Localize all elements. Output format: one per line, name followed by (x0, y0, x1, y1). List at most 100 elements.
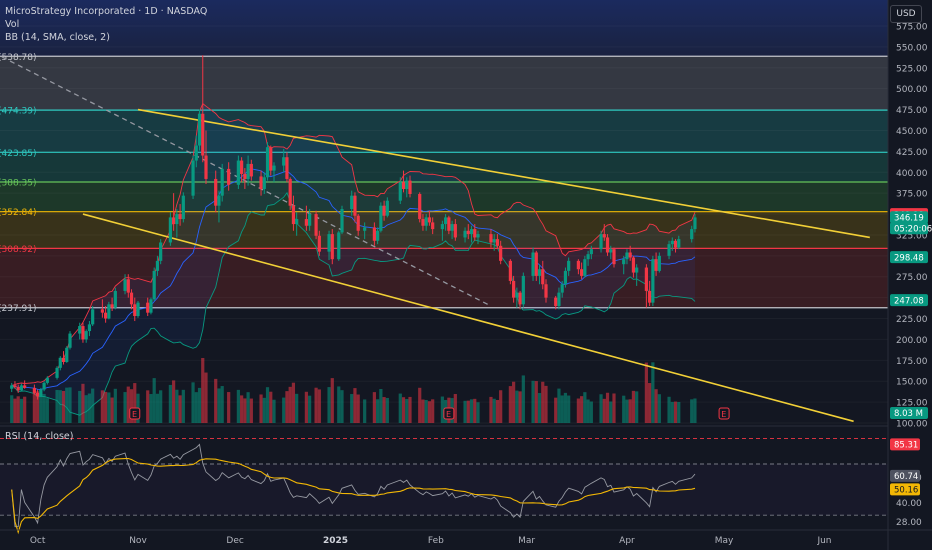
volume-bar (476, 402, 480, 423)
volume-bar (379, 389, 383, 423)
volume-bar (557, 388, 561, 423)
price-badge (890, 211, 928, 224)
candle-body (385, 200, 389, 216)
volume-bar (269, 391, 273, 423)
fib-level-label: (538.78) (0, 53, 37, 63)
candle-body (356, 215, 360, 231)
price-tick-label: 525.00 (896, 64, 928, 74)
candle-body (424, 217, 428, 226)
candlesticks (10, 55, 697, 400)
volume-bar (421, 399, 425, 423)
price-badge (890, 251, 928, 264)
fib-level-label: (423.85) (0, 149, 37, 159)
candle-body (181, 195, 185, 220)
volume-bar (531, 380, 535, 423)
volume-bar (201, 358, 205, 423)
fib-band (0, 182, 888, 212)
volume-bar (107, 392, 111, 423)
rsi-legend[interactable]: RSI (14, close) (5, 431, 74, 442)
axis-background (888, 0, 932, 550)
volume-bar (45, 398, 49, 423)
price-tick-label: 175.00 (896, 357, 928, 367)
volume-bar (243, 398, 247, 423)
candle-body (81, 326, 85, 340)
volume-bar (13, 398, 17, 423)
fib-level-label: (308.92) (0, 245, 37, 255)
candle-body (68, 333, 72, 348)
volume-bar (515, 390, 519, 423)
volume-bar (32, 392, 36, 423)
volume-bar (405, 399, 409, 423)
candle-body (350, 195, 354, 210)
volume-bar (220, 386, 224, 423)
time-tick-label: 2025 (323, 536, 348, 546)
price-tick-label: 550.00 (896, 43, 928, 53)
volume-bar (563, 392, 568, 423)
volume-bar (126, 386, 130, 423)
candle-body (631, 257, 636, 273)
volume-bar (285, 391, 289, 423)
price-tick-label: 575.00 (896, 23, 928, 33)
volume-legend[interactable]: Vol (5, 19, 20, 30)
currency-selector-button[interactable]: USD (890, 5, 922, 23)
candle-body (84, 331, 88, 340)
volume-bar (308, 395, 312, 423)
volume-bar (178, 395, 182, 423)
candle-body (376, 230, 380, 241)
volume-bar (622, 395, 626, 423)
volume-bar (382, 397, 386, 423)
volume-bar (181, 389, 185, 423)
volume-bar (159, 390, 163, 423)
bb-basis (11, 168, 696, 390)
candle-body (586, 254, 590, 260)
channel-trendline (82, 213, 854, 423)
volume-bar (670, 401, 674, 423)
volume-bar (291, 382, 296, 423)
volume-bar (427, 401, 432, 423)
volume-bar (295, 393, 299, 423)
volume-bar (376, 399, 380, 423)
volume-bar (473, 398, 477, 423)
symbol-title[interactable]: MicroStrategy Incorporated · 1D · NASDAQ (5, 6, 208, 17)
candle-body (518, 292, 522, 305)
candle-body (19, 385, 24, 391)
bb-legend[interactable]: BB (14, SMA, close, 2) (5, 32, 110, 43)
volume-bar (583, 392, 587, 423)
volume-bar (175, 389, 179, 423)
volume-bar (217, 388, 221, 423)
price-tick-label: 150.00 (896, 378, 928, 388)
candle-body (91, 309, 95, 325)
volume-bar (262, 397, 266, 423)
time-tick-label: Mar (518, 536, 535, 546)
time-tick-label: Feb (428, 536, 444, 546)
time-tick-label: May (715, 536, 734, 546)
volume-bar (42, 393, 46, 423)
volume-bar (84, 395, 88, 423)
price-tick-label: 225.00 (896, 315, 928, 325)
volume-bar (272, 399, 276, 423)
candle-body (87, 324, 92, 332)
candle-body (259, 176, 263, 189)
fib-level-label: (237.91) (0, 304, 37, 314)
candle-body (330, 234, 334, 260)
volume-bar (518, 391, 522, 423)
price-tick-label: 125.00 (896, 399, 928, 409)
fib-level-label: (474.39) (0, 107, 37, 117)
price-badge (890, 406, 928, 419)
candle-body (398, 182, 402, 201)
candle-body (599, 234, 603, 250)
volume-bar (356, 394, 360, 423)
volume-bar (317, 389, 321, 423)
candle-body (78, 326, 82, 334)
volume-bar (609, 401, 613, 423)
volume-bar (567, 395, 571, 423)
candle-body (249, 163, 253, 177)
candle-body (146, 302, 150, 313)
earnings-marker-icon (443, 407, 455, 420)
candle-body (246, 163, 250, 179)
candle-body (191, 160, 195, 196)
candle-body (372, 227, 376, 241)
candle-body (282, 157, 286, 166)
candle-body (133, 304, 137, 317)
